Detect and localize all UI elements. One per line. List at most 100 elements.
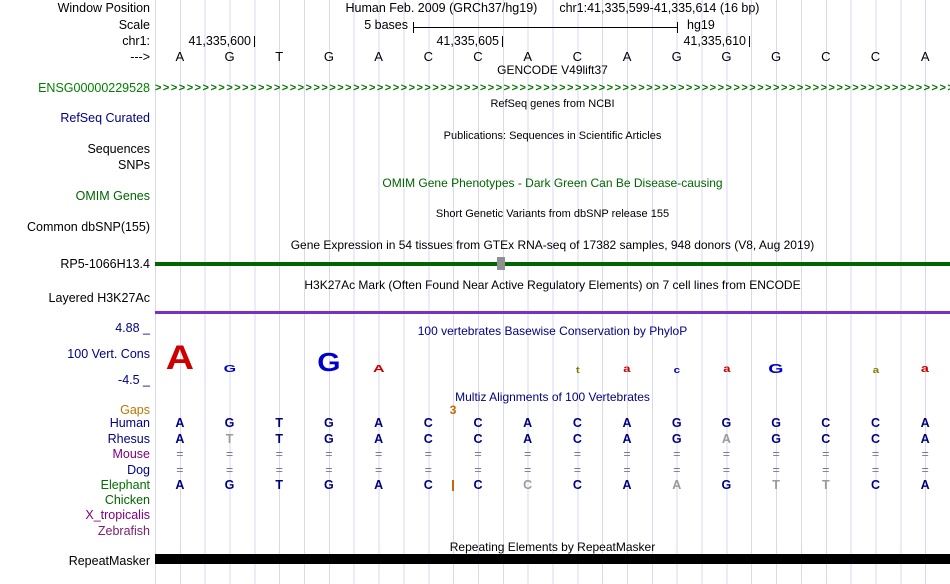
alignment-base: T xyxy=(225,432,234,446)
alignment-base: = xyxy=(374,447,383,461)
alignment-base: = xyxy=(325,463,333,477)
alignment-base: C xyxy=(572,416,582,430)
alignment-base: A xyxy=(175,432,185,446)
conservation-letter: G xyxy=(768,361,784,376)
alignment-base: C xyxy=(473,416,483,430)
alignment-base: = xyxy=(921,463,929,477)
label-refseq-curated[interactable]: RefSeq Curated xyxy=(60,111,150,125)
species-label-x-tropicalis[interactable]: X_tropicalis xyxy=(85,508,150,522)
base-cell: G xyxy=(224,49,235,64)
scale-bar xyxy=(413,22,678,33)
scale-value-label: 5 bases xyxy=(364,18,408,32)
alignment-base: G xyxy=(671,416,682,430)
conservation-letter: A xyxy=(165,339,194,377)
alignment-base: A xyxy=(523,432,533,446)
alignment-base: = xyxy=(623,447,631,461)
alignment-base: C xyxy=(423,416,433,430)
track-center-label: 100 vertebrates Basewise Conservation by… xyxy=(417,324,688,338)
alignment-base: = xyxy=(871,447,880,461)
alignment-base: C xyxy=(423,478,433,492)
base-cell: C xyxy=(821,49,831,64)
repeatmasker-bar[interactable] xyxy=(155,554,950,564)
species-label-human[interactable]: Human xyxy=(109,416,150,430)
species-label-zebrafish[interactable]: Zebrafish xyxy=(97,524,150,538)
alignment-base: C xyxy=(572,432,582,446)
label-4-88: 4.88 _ xyxy=(115,321,150,335)
label-sequences[interactable]: Sequences xyxy=(87,142,150,156)
alignment-base: A xyxy=(175,416,185,430)
alignment-base: = xyxy=(225,463,234,477)
alignment-base: A xyxy=(622,432,632,446)
alignment-base: = xyxy=(921,447,929,461)
alignment-base: = xyxy=(573,463,581,477)
alignment-base: = xyxy=(524,447,532,461)
label-common-dbsnp-155[interactable]: Common dbSNP(155) xyxy=(27,220,150,234)
species-label-dog[interactable]: Dog xyxy=(127,463,150,477)
label-layered-h3k27ac[interactable]: Layered H3K27Ac xyxy=(48,291,150,305)
conservation-letter: A xyxy=(372,364,385,375)
position-label: chr1:41,335,599-41,335,614 (16 bp) xyxy=(559,1,760,15)
label-rp5-1066h13-4[interactable]: RP5-1066H13.4 xyxy=(60,257,150,271)
alignment-base: A xyxy=(523,416,533,430)
alignment-base: = xyxy=(474,463,482,477)
alignment-base: C xyxy=(821,416,831,430)
h3k27ac-signal-line[interactable] xyxy=(155,311,950,314)
alignment-base: = xyxy=(722,463,731,477)
ruler-label: 41,335,600 xyxy=(188,34,251,48)
base-cell: G xyxy=(771,49,782,64)
alignment-row-mouse: = = = = = = = = = = = = = = = = xyxy=(155,448,950,461)
alignment-base: C xyxy=(423,432,433,446)
conservation-letter: a xyxy=(623,364,631,375)
gencode-transcript-arrow-line[interactable]: >>>>>>>>>>>>>>>>>>>>>>>>>>>>>>>>>>>>>>>>… xyxy=(155,82,950,94)
species-label-chicken[interactable]: Chicken xyxy=(104,493,150,507)
conservation-letter: c xyxy=(673,365,680,375)
alignment-base: T xyxy=(275,478,284,492)
label-strand-arrow: ---> xyxy=(130,50,150,64)
base-cell: C xyxy=(572,49,583,64)
alignment-base: T xyxy=(772,478,780,492)
base-cell: A xyxy=(374,49,383,64)
alignment-base: G xyxy=(671,432,682,446)
base-cell: A xyxy=(622,49,632,64)
alignment-base: = xyxy=(424,447,432,461)
alignment-base: A xyxy=(622,478,632,492)
alignment-base: A xyxy=(374,478,384,492)
label-ensg00000229528[interactable]: ENSG00000229528 xyxy=(38,81,150,95)
base-cell: T xyxy=(275,49,284,64)
base-cell: G xyxy=(323,49,334,64)
label-snps[interactable]: SNPs xyxy=(118,158,150,172)
species-label-gaps[interactable]: Gaps xyxy=(120,403,150,417)
label-chr1: chr1: xyxy=(122,34,150,48)
alignment-base: = xyxy=(275,463,283,477)
alignment-base: = xyxy=(871,463,880,477)
label-window-position: Window Position xyxy=(57,1,150,15)
window-position-header: Human Feb. 2009 (GRCh37/hg19) chr1:41,335… xyxy=(155,2,950,15)
ruler-tick xyxy=(502,36,503,47)
track-center-label: Repeating Elements by RepeatMasker xyxy=(449,540,656,554)
alignment-base: C xyxy=(870,432,880,446)
label-scale: Scale xyxy=(118,18,150,32)
label-100-vert-cons[interactable]: 100 Vert. Cons xyxy=(67,347,150,361)
gtex-gene-bar[interactable] xyxy=(155,262,950,266)
species-label-rhesus[interactable]: Rhesus xyxy=(107,432,150,446)
alignment-base: A xyxy=(920,478,930,492)
gtex-exon-block xyxy=(497,257,505,270)
alignment-base: = xyxy=(474,447,482,461)
alignment-base: C xyxy=(870,478,880,492)
species-label-mouse[interactable]: Mouse xyxy=(112,447,150,461)
alignment-base: C xyxy=(523,478,533,492)
label-repeatmasker[interactable]: RepeatMasker xyxy=(68,554,150,568)
conservation-letter: a xyxy=(921,363,930,375)
base-cell: C xyxy=(870,49,881,64)
alignment-base: = xyxy=(176,447,184,461)
alignment-base: C xyxy=(572,478,582,492)
ruler-tick xyxy=(254,36,255,47)
species-label-elephant[interactable]: Elephant xyxy=(100,478,150,492)
label-omim-genes[interactable]: OMIM Genes xyxy=(75,189,150,203)
alignment-base: = xyxy=(772,447,780,461)
alignment-base: T xyxy=(275,432,284,446)
track-center-label: RefSeq genes from NCBI xyxy=(490,98,615,110)
